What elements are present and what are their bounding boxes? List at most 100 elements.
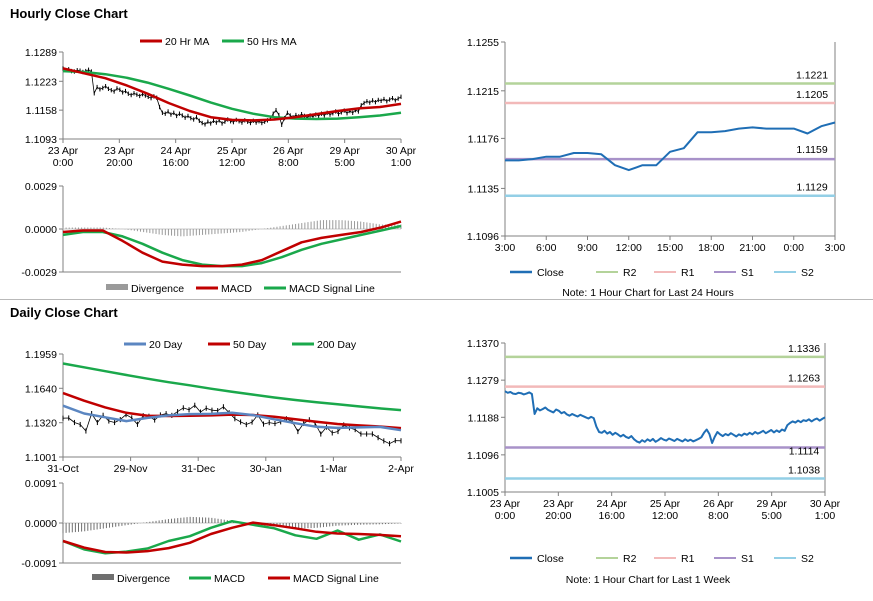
hourly-ma20-line <box>62 67 402 122</box>
legend-daily-divergence-label: Divergence <box>117 573 170 585</box>
hourly-24h-legend-r1-label: R1 <box>681 267 695 279</box>
daily-macd-y-tick-label: -0.0091 <box>21 558 57 570</box>
legend-macd-label: MACD <box>221 283 252 295</box>
daily-week-x-tick-label: 24 Apr <box>596 498 627 510</box>
legend-daily-macd-signal-label: MACD Signal Line <box>293 573 379 585</box>
daily-macd-y-tick-label: 0.0000 <box>25 518 57 530</box>
hourly-price-x-tick-label: 24 Apr <box>160 145 191 157</box>
daily-week-legend-r2-label: R2 <box>623 553 637 565</box>
daily-week-y-tick-label: 1.1096 <box>467 450 499 462</box>
hourly-24h-x-tick-label: 9:00 <box>577 242 598 254</box>
daily-week-x-tick-label: 16:00 <box>599 510 625 522</box>
daily-macd-signal-line <box>62 521 402 554</box>
hourly-price-y-tick-label: 1.1158 <box>26 105 57 117</box>
daily-section-title: Daily Close Chart <box>10 305 118 320</box>
daily-week-legend-close-label: Close <box>537 553 564 565</box>
hourly-24h-close-line <box>505 121 836 172</box>
daily-week-x-tick-label: 29 Apr <box>756 498 787 510</box>
hourly-price-x-tick-label: 30 Apr <box>386 145 417 157</box>
hourly-price-x-tick-label: 29 Apr <box>329 145 360 157</box>
hourly-price-x-tick-label: 20:00 <box>106 157 132 169</box>
daily-price-y-tick-label: 1.1320 <box>25 418 57 430</box>
hourly-24h-s2-label: 1.1129 <box>796 182 827 194</box>
daily-price-x-tick-label: 1-Mar <box>320 463 348 475</box>
legend-daily-divergence-swatch <box>92 574 114 580</box>
hourly-24h-r1-label: 1.1205 <box>796 89 828 101</box>
daily-week-x-tick-label: 23 Apr <box>543 498 574 510</box>
hourly-macd-line <box>62 220 402 268</box>
hourly-24h-x-tick-label: 0:00 <box>784 242 805 254</box>
daily-price-x-tick-label: 30-Jan <box>250 463 282 475</box>
hourly-24h-y-tick-label: 1.1135 <box>468 183 499 195</box>
daily-week-y-tick-label: 1.1279 <box>467 375 499 387</box>
daily-week-y-tick-label: 1.1188 <box>468 412 499 424</box>
hourly-price-y-tick-label: 1.1289 <box>25 47 57 59</box>
hourly-24h-note: Note: 1 Hour Chart for Last 24 Hours <box>562 287 734 299</box>
daily-price-y-tick-label: 1.1640 <box>25 383 57 395</box>
daily-ma50-line <box>62 391 402 430</box>
daily-week-x-tick-label: 5:00 <box>761 510 782 522</box>
daily-price-x-tick-label: 29-Nov <box>114 463 149 475</box>
daily-week-x-tick-label: 23 Apr <box>490 498 521 510</box>
hourly-24h-x-tick-label: 18:00 <box>698 242 724 254</box>
hourly-24h-legend-close-label: Close <box>537 267 564 279</box>
daily-week-note: Note: 1 Hour Chart for Last 1 Week <box>566 574 731 586</box>
hourly-price-x-tick-label: 26 Apr <box>273 145 304 157</box>
daily-week-r1-label: 1.1263 <box>788 373 820 385</box>
daily-macd-line <box>62 519 402 555</box>
hourly-24h-r2-label: 1.1221 <box>796 69 828 81</box>
legend-daily-macd-label: MACD <box>214 573 245 585</box>
daily-week-x-tick-label: 30 Apr <box>810 498 841 510</box>
legend-50-day-label: 50 Day <box>233 339 267 351</box>
daily-week-s2-label: 1.1038 <box>788 465 820 477</box>
hourly-price-x-tick-label: 0:00 <box>53 157 74 169</box>
hourly-24h-legend-s2-label: S2 <box>801 267 814 279</box>
daily-week-s1-label: 1.1114 <box>789 446 820 458</box>
daily-week-y-tick-label: 1.1370 <box>467 338 499 350</box>
hourly-24h-x-tick-label: 15:00 <box>657 242 683 254</box>
hourly-24h-y-tick-label: 1.1096 <box>467 231 499 243</box>
daily-week-y-tick-label: 1.1005 <box>467 487 499 499</box>
legend-divergence-label: Divergence <box>131 283 184 295</box>
hourly-price-y-tick-label: 1.1093 <box>25 134 57 146</box>
daily-ma20-line <box>62 404 402 432</box>
hourly-price-x-tick-label: 1:00 <box>391 157 412 169</box>
daily-macd-y-tick-label: 0.0091 <box>25 478 57 490</box>
hourly-price-y-tick-label: 1.1223 <box>25 76 57 88</box>
legend-20-day-label: 20 Day <box>149 339 183 351</box>
legend-20hr-ma-label: 20 Hr MA <box>165 36 209 48</box>
daily-price-y-tick-label: 1.1959 <box>25 349 57 361</box>
hourly-24h-y-tick-label: 1.1215 <box>467 86 499 98</box>
hourly-24h-x-tick-label: 12:00 <box>616 242 642 254</box>
daily-week-r2-label: 1.1336 <box>788 343 820 355</box>
section-divider <box>0 299 873 300</box>
hourly-24h-x-tick-label: 3:00 <box>495 242 516 254</box>
hourly-24h-y-tick-label: 1.1176 <box>468 133 499 145</box>
daily-week-x-tick-label: 12:00 <box>652 510 678 522</box>
hourly-24h-y-tick-label: 1.1255 <box>467 37 499 49</box>
legend-50hrs-ma-label: 50 Hrs MA <box>247 36 297 48</box>
daily-price-x-tick-label: 31-Dec <box>181 463 215 475</box>
hourly-price-x-tick-label: 16:00 <box>163 157 189 169</box>
daily-week-x-tick-label: 20:00 <box>545 510 571 522</box>
hourly-macd-y-tick-label: -0.0029 <box>21 267 57 279</box>
daily-price-x-tick-label: 31-Oct <box>47 463 79 475</box>
hourly-price-x-tick-label: 5:00 <box>334 157 355 169</box>
daily-ma200-line <box>62 362 402 412</box>
daily-price-x-tick-label: 2-Apr <box>388 463 414 475</box>
hourly-macd-y-tick-label: 0.0000 <box>25 224 57 236</box>
daily-week-legend-r1-label: R1 <box>681 553 695 565</box>
daily-week-x-tick-label: 0:00 <box>495 510 516 522</box>
hourly-24h-x-tick-label: 21:00 <box>739 242 765 254</box>
legend-divergence-swatch <box>106 284 128 290</box>
daily-week-x-tick-label: 26 Apr <box>703 498 734 510</box>
hourly-section-title: Hourly Close Chart <box>10 6 128 21</box>
daily-week-legend-s2-label: S2 <box>801 553 814 565</box>
hourly-price-x-tick-label: 23 Apr <box>104 145 135 157</box>
daily-week-x-tick-label: 8:00 <box>708 510 729 522</box>
hourly-ma50-line <box>62 69 402 121</box>
daily-week-close-line <box>504 390 826 444</box>
hourly-price-x-tick-label: 25 Apr <box>217 145 248 157</box>
daily-week-x-tick-label: 1:00 <box>815 510 836 522</box>
